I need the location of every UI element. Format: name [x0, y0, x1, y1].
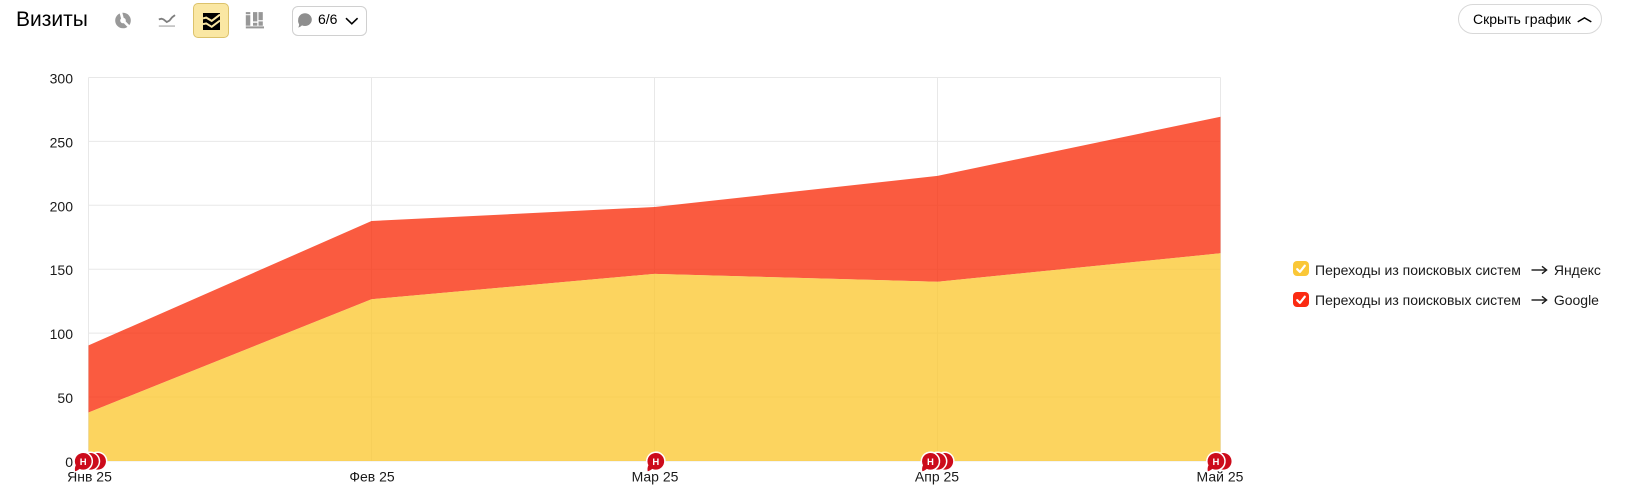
svg-text:Янв 25: Янв 25 — [67, 469, 112, 485]
svg-text:Н: Н — [652, 457, 659, 468]
svg-text:150: 150 — [50, 262, 74, 278]
svg-text:Апр 25: Апр 25 — [915, 469, 959, 485]
svg-text:50: 50 — [57, 390, 73, 406]
svg-text:Май 25: Май 25 — [1197, 469, 1244, 485]
svg-text:Н: Н — [1212, 457, 1219, 468]
svg-text:Н: Н — [80, 457, 87, 468]
svg-text:Мар 25: Мар 25 — [632, 469, 679, 485]
svg-text:250: 250 — [50, 134, 74, 150]
svg-text:100: 100 — [50, 326, 74, 342]
svg-text:Н: Н — [927, 457, 934, 468]
svg-text:0: 0 — [65, 454, 73, 470]
svg-text:Фев 25: Фев 25 — [349, 469, 395, 485]
svg-text:200: 200 — [50, 198, 74, 214]
svg-text:300: 300 — [50, 71, 74, 87]
